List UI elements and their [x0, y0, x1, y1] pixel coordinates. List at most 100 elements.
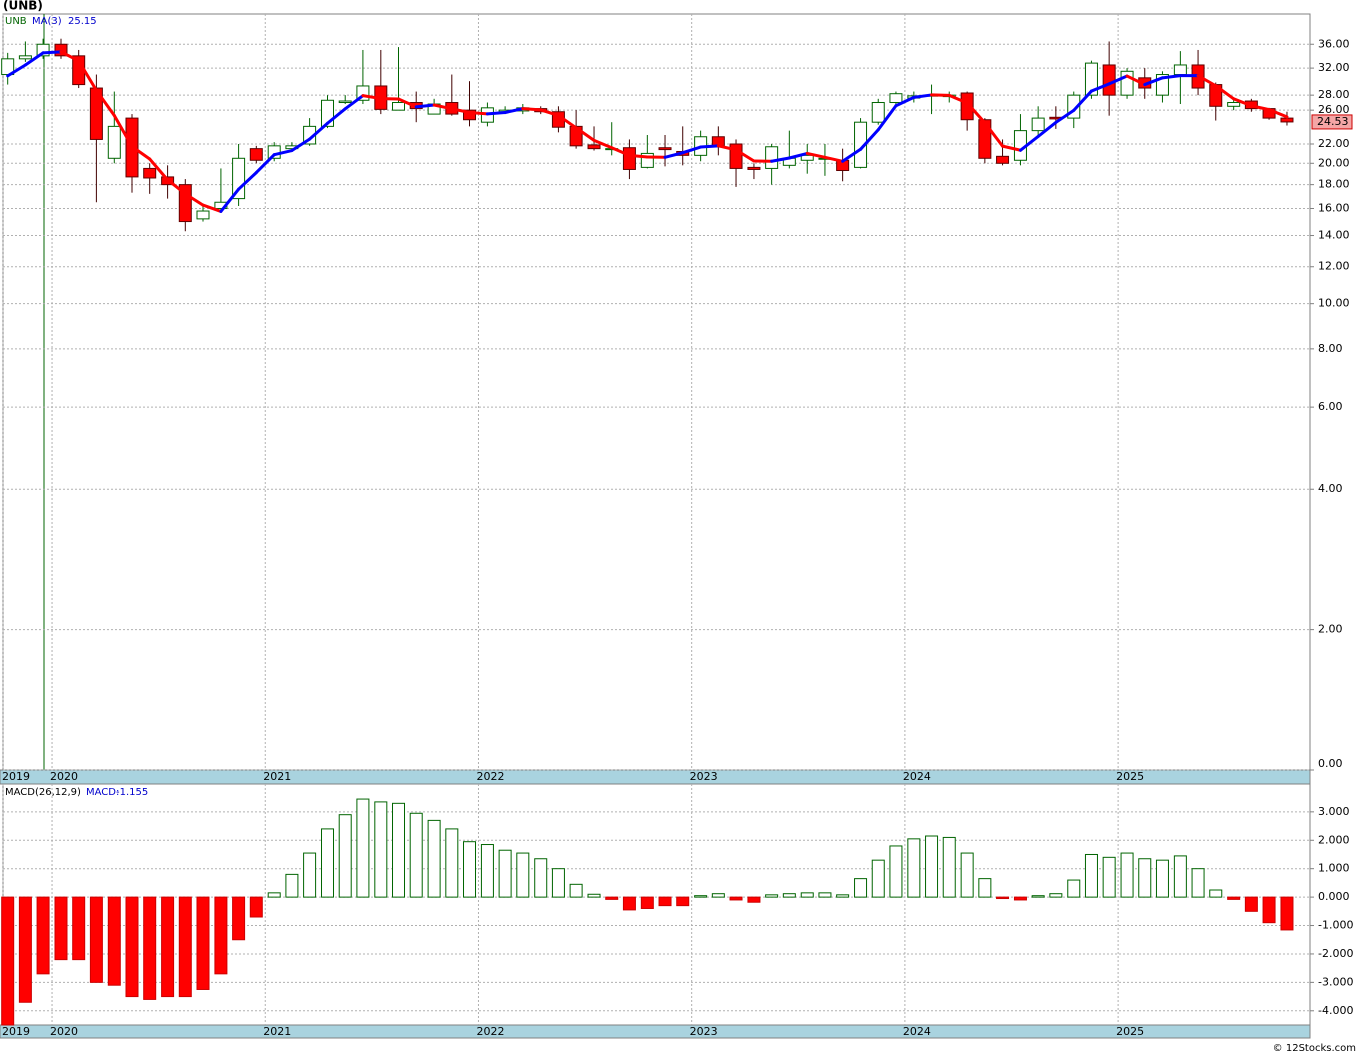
y-tick-label: 12.00 — [1318, 260, 1350, 273]
x-tick-label: 2021 — [263, 1025, 291, 1038]
ma-segment — [23, 51, 45, 67]
candle-body — [338, 100, 352, 104]
ma-segment — [272, 149, 294, 157]
candle-body — [54, 43, 68, 57]
candle-body — [996, 155, 1010, 164]
candle-body — [1227, 102, 1241, 107]
candle-body — [178, 184, 192, 223]
ma-segment — [770, 156, 791, 163]
y-tick-label: 22.00 — [1318, 137, 1350, 150]
macd-bar — [676, 896, 690, 907]
macd-bar — [1031, 895, 1045, 898]
ma-label: MA(3) — [32, 16, 62, 27]
y-tick-label: -1.000 — [1318, 919, 1353, 932]
ma-segment — [663, 151, 685, 159]
macd-bar — [1102, 856, 1116, 898]
ma-segment — [1001, 144, 1022, 152]
candle-body — [1280, 117, 1294, 123]
macd-bar — [36, 896, 50, 975]
macd-bar — [711, 893, 725, 898]
macd-bar — [356, 798, 370, 898]
ma-segment — [912, 93, 934, 99]
ma-segment — [450, 107, 472, 115]
ma-segment — [1267, 108, 1289, 119]
ma-segment — [112, 113, 134, 148]
y-tick-label: 1.000 — [1318, 862, 1350, 875]
macd-value: -1.155 — [116, 787, 148, 798]
ma-segment — [1214, 84, 1236, 101]
ma-segment — [432, 103, 454, 111]
candle-body — [800, 154, 814, 161]
x-tick-label: 2025 — [1116, 1025, 1144, 1038]
macd-bar — [196, 896, 210, 990]
macd-bar — [125, 896, 139, 998]
ma-segment — [219, 187, 241, 213]
macd-bar — [1173, 855, 1187, 898]
ma-segment — [876, 104, 898, 132]
ma-segment — [1232, 97, 1253, 108]
candle-body — [392, 102, 406, 111]
x-tick-label: 2023 — [690, 770, 718, 783]
ma-segment — [965, 101, 987, 125]
macd-bar — [978, 878, 992, 898]
ma-segment — [130, 144, 152, 161]
ma-segment — [841, 147, 863, 163]
y-tick-label: 0.000 — [1318, 890, 1350, 903]
candle-body — [978, 119, 992, 159]
macd-bar — [800, 892, 814, 898]
candle-body — [960, 92, 974, 121]
macd-bar — [534, 858, 548, 898]
y-tick-label: 8.00 — [1318, 342, 1343, 355]
last-price-label: 24.53 — [1317, 115, 1349, 128]
plot-layer: 2019 2019 2020 2020 2021 2021 2022 2022 2023 2023… — [1, 14, 1353, 1038]
macd-bar — [1209, 889, 1223, 898]
macd-bar — [392, 802, 406, 898]
ma-segment — [592, 138, 614, 150]
macd-bar — [1262, 896, 1276, 924]
x-axis-band — [0, 769, 1311, 785]
macd-bar — [871, 859, 885, 898]
ma-segment — [201, 203, 223, 213]
macd-bar — [818, 892, 832, 898]
footer: © 12Stocks.com — [1273, 1043, 1356, 1054]
ma-segment — [805, 151, 827, 159]
candle-body — [1031, 117, 1045, 132]
candle-body — [747, 166, 761, 170]
macd-bar — [249, 896, 263, 918]
ma-segment — [237, 171, 258, 191]
candle-body — [889, 93, 903, 104]
macd-bar — [996, 896, 1010, 900]
candle-body — [18, 55, 32, 60]
x-tick-label: 2022 — [476, 1025, 504, 1038]
ma-segment — [859, 128, 880, 151]
candle-body — [196, 210, 210, 220]
macd-bar — [765, 894, 779, 898]
candle-body — [1173, 64, 1187, 76]
ma-segment — [397, 97, 418, 109]
ma-value: 25.15 — [68, 16, 97, 27]
macd-bar — [747, 896, 761, 903]
ma-segment — [148, 157, 170, 182]
macd-bar — [854, 878, 868, 898]
y-tick-label: 20.00 — [1318, 156, 1350, 169]
macd-bar — [427, 819, 441, 898]
ma-segment — [414, 103, 436, 109]
macd-bar — [889, 845, 903, 898]
macd-bar — [551, 868, 565, 898]
macd-bar — [1, 896, 15, 1026]
macd-bar — [1138, 858, 1152, 898]
ma-segment — [894, 95, 916, 108]
macd-bar — [960, 852, 974, 898]
last-price-box — [1311, 114, 1353, 130]
y-tick-label: 10.00 — [1318, 297, 1350, 310]
ma-segment — [468, 111, 489, 116]
macd-bar — [1013, 896, 1027, 901]
ma-segment — [1054, 108, 1076, 124]
macd-bar — [569, 883, 583, 898]
macd-bar — [605, 896, 619, 900]
macd-bar — [694, 895, 708, 898]
ma-segment — [716, 144, 738, 152]
macd-bar — [1155, 859, 1169, 898]
macd-bar — [587, 893, 601, 898]
ma-segment — [787, 151, 809, 160]
